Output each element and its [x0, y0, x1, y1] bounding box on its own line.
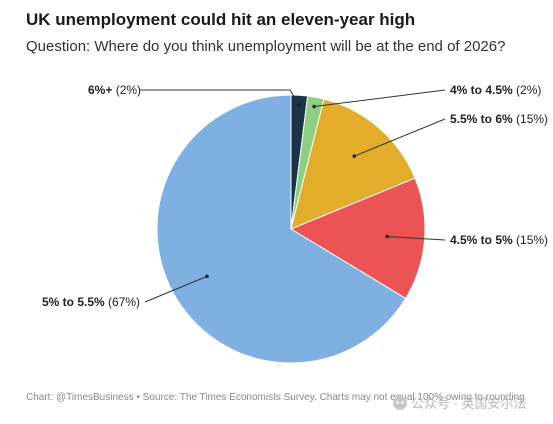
leader-line-4-5-to-5 [387, 235, 446, 241]
leader-line-5-5-to-6 [354, 118, 446, 157]
slice-label-6: 6%+ (2%) [88, 83, 141, 97]
slice-label-4-5-to-5: 4.5% to 5% (15%) [450, 233, 548, 247]
leader-dot-6 [296, 102, 301, 107]
wechat-icon [393, 395, 407, 410]
slice-label-4-to-4-5: 4% to 4.5% (2%) [450, 83, 541, 97]
slice-label-5-to-5-5: 5% to 5.5% (67%) [42, 295, 140, 309]
leader-line-5-to-5-5 [144, 275, 208, 303]
leader-dot-5-to-5-5 [205, 274, 209, 279]
watermark-text: 公众号 · 英国安尔法 [411, 396, 527, 411]
pie-slice-5-to-5-5 [156, 94, 407, 364]
leader-dot-5-5-to-6 [352, 154, 357, 158]
leader-line-6 [140, 89, 300, 105]
slice-label-5-5-to-6: 5.5% to 6% (15%) [450, 112, 548, 126]
leader-line-4-to-4-5 [314, 89, 446, 108]
chart-subtitle: Question: Where do you think unemploymen… [26, 38, 506, 55]
pie-slice-4-5-to-5 [289, 177, 426, 300]
pie-slice-5-5-to-6 [290, 98, 416, 230]
chart-title: UK unemployment could hit an eleven-year… [26, 10, 416, 29]
leader-dot-4-5-to-5 [385, 234, 389, 239]
watermark: 公众号 · 英国安尔法 [393, 393, 527, 412]
leader-dot-4-to-4-5 [312, 104, 316, 109]
chart-footer-source: Chart: @TimesBusiness • Source: The Time… [26, 392, 525, 403]
